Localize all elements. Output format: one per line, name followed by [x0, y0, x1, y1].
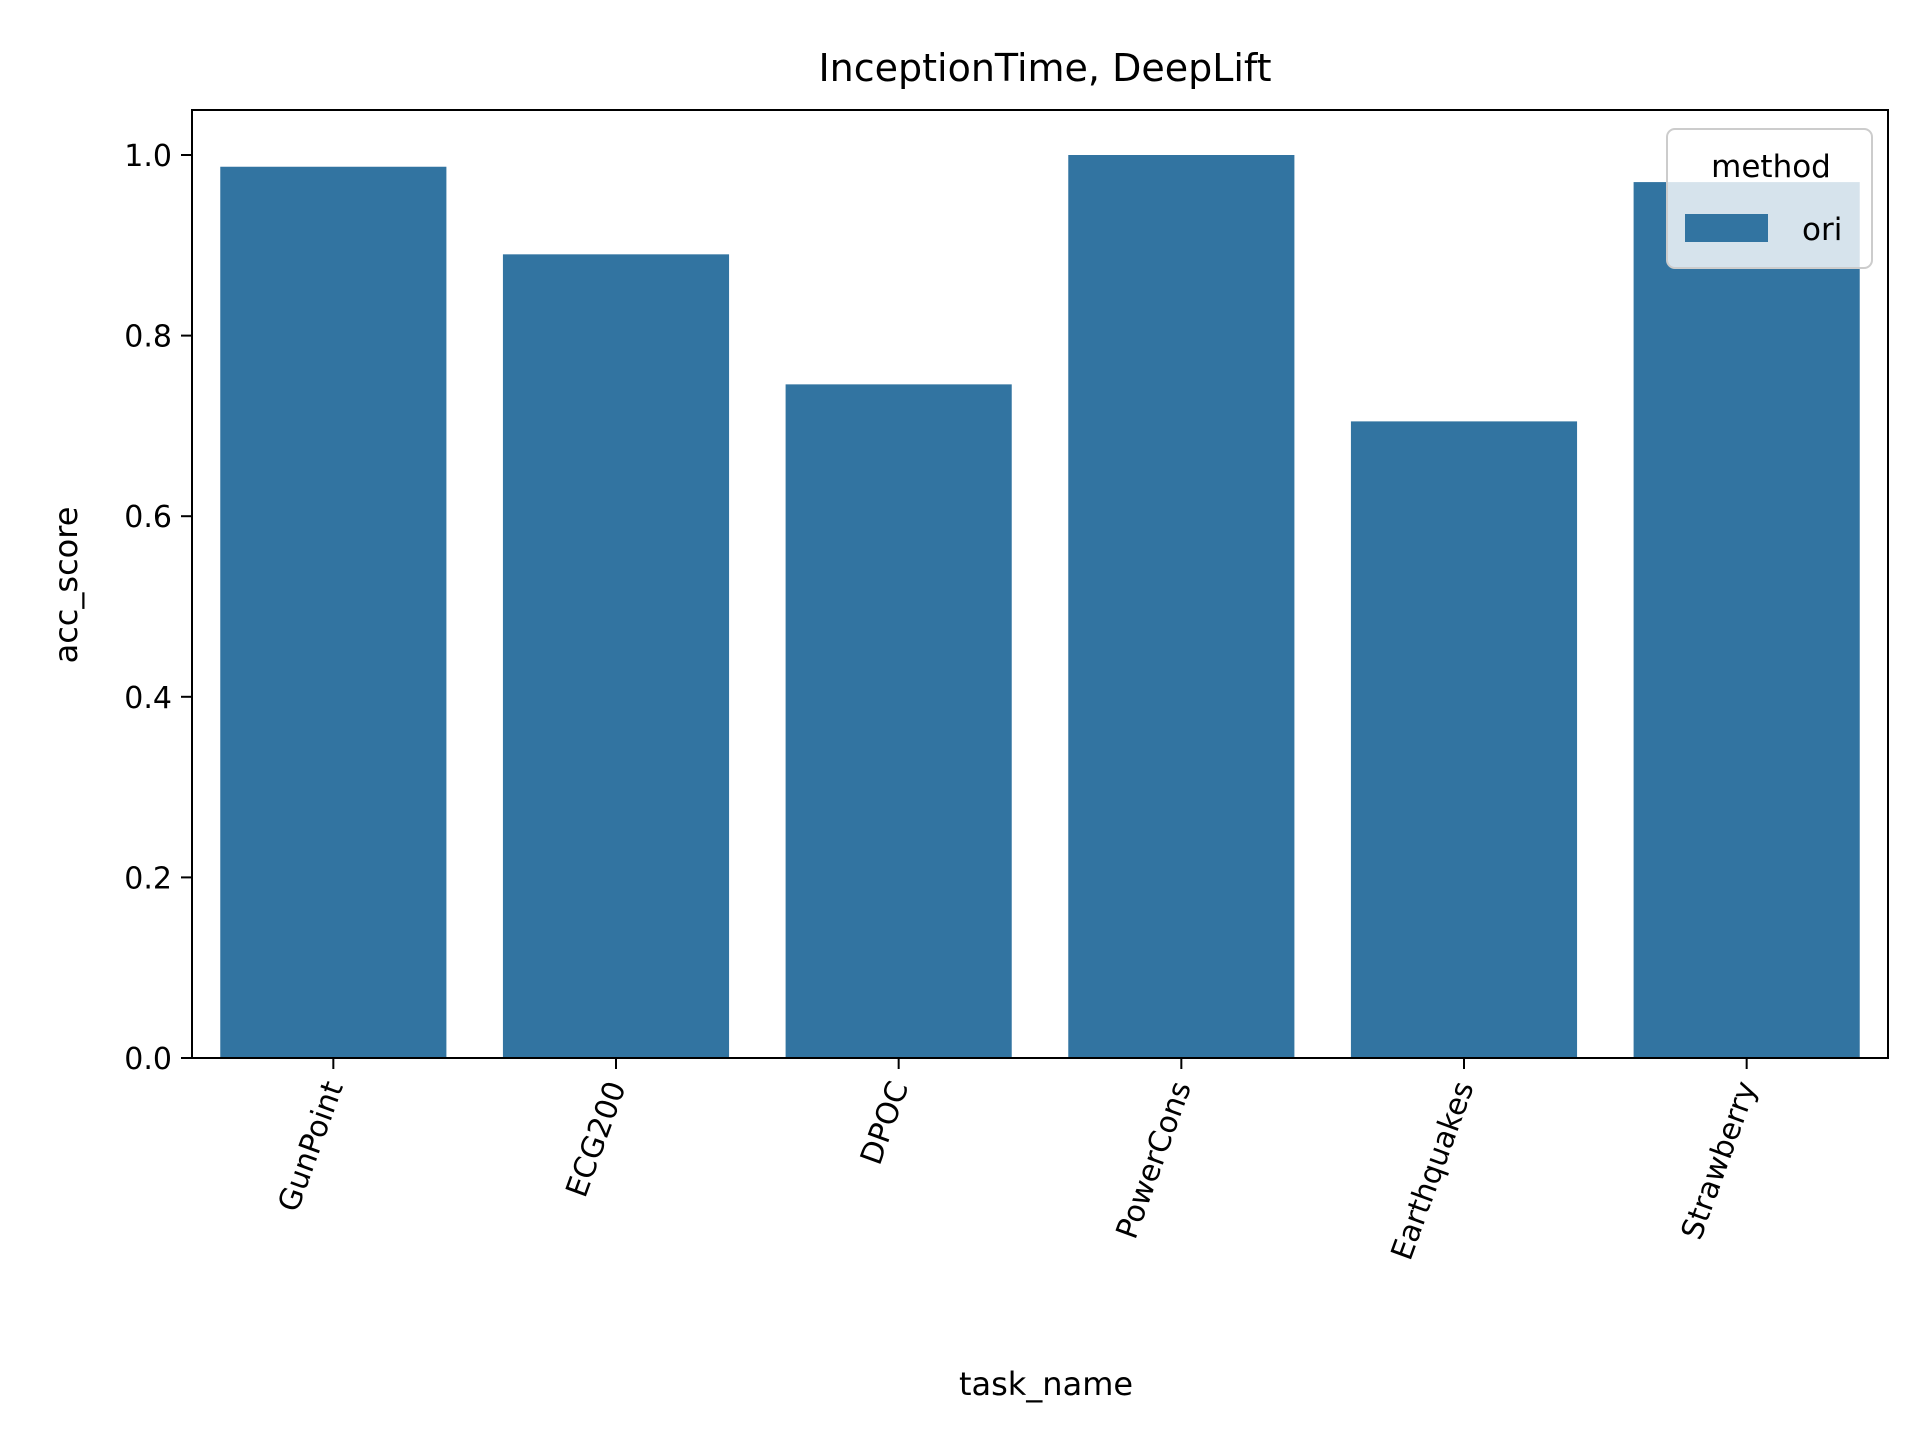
x-axis-title: task_name: [959, 1365, 1133, 1403]
plot-frame: [191, 109, 1889, 1059]
bars-group: [220, 155, 1860, 1059]
bar-earthquakes: [1350, 421, 1578, 1058]
y-tick-label: 0.8: [124, 320, 172, 355]
y-axis: 0.0 0.2 0.4 0.6 0.8 1.0: [124, 139, 192, 1077]
y-tick-label: 0.0: [124, 1042, 172, 1077]
legend: method ori: [1666, 128, 1873, 269]
bar-ecg200: [502, 254, 730, 1058]
bar-powercons: [1068, 155, 1295, 1058]
bar-dpoc: [785, 384, 1012, 1058]
bar-gunpoint: [220, 166, 447, 1059]
legend-title: method: [1711, 149, 1831, 185]
legend-swatch: [1685, 214, 1768, 242]
y-tick-label: 0.4: [124, 681, 172, 716]
bar-strawberry: [1633, 182, 1860, 1059]
y-axis-title: acc_score: [47, 507, 85, 664]
legend-label: ori: [1802, 212, 1842, 248]
chart-title: InceptionTime, DeepLift: [818, 46, 1271, 90]
y-tick-label: 0.6: [124, 500, 172, 535]
y-tick-label: 0.2: [124, 861, 172, 896]
y-tick-label: 1.0: [124, 139, 172, 174]
